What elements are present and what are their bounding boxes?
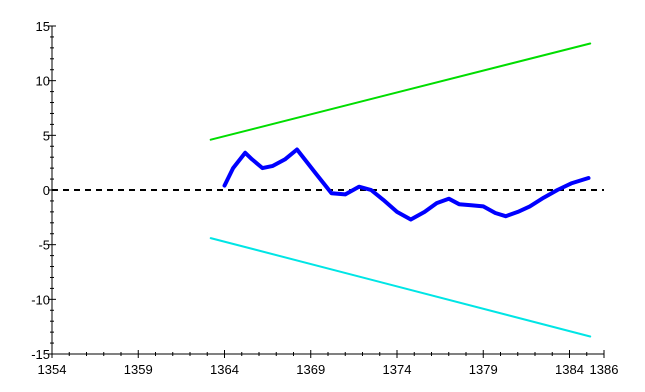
y-tick-label: 15: [36, 19, 50, 34]
x-tick-label: 1364: [210, 362, 239, 377]
x-tick-label: 1354: [38, 362, 67, 377]
x-tick-label: 1384: [555, 362, 584, 377]
x-tick-label: 1379: [469, 362, 498, 377]
x-tick-label: 1386: [590, 362, 619, 377]
green-upper-bound-line: [209, 42, 592, 141]
y-tick-label: 10: [36, 74, 50, 89]
y-tick-label: -10: [31, 292, 50, 307]
y-tick-label: 5: [43, 128, 50, 143]
cyan-lower-bound-line: [209, 237, 592, 338]
x-tick-label: 1374: [383, 362, 412, 377]
y-tick-label: -5: [38, 238, 50, 253]
y-tick-label: -15: [31, 347, 50, 362]
x-tick-label: 1369: [296, 362, 325, 377]
blue-series-line: [222, 147, 591, 222]
y-tick-label: 0: [43, 183, 50, 198]
x-tick-label: 1359: [124, 362, 153, 377]
series-group: [209, 42, 592, 338]
ticks: [48, 25, 605, 358]
